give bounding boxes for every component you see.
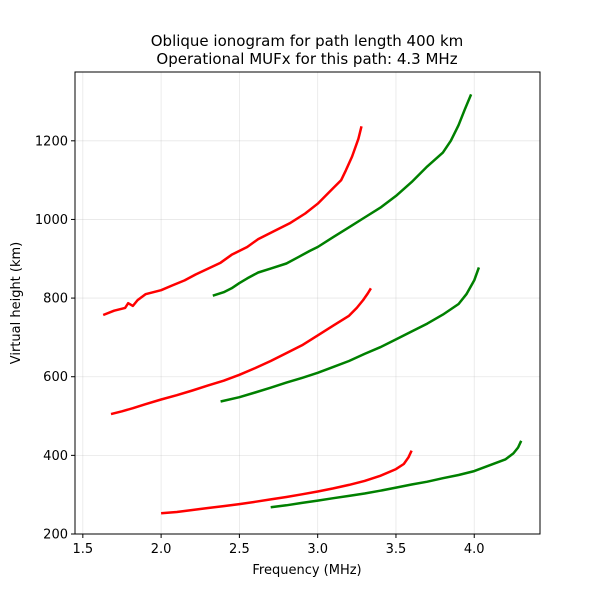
plot-frame	[74, 71, 541, 535]
series-line-6	[270, 440, 523, 509]
y-tick-label: 400	[43, 449, 68, 464]
y-tick-label: 600	[43, 370, 68, 385]
series-line-1	[102, 125, 363, 317]
x-tick-label: 2.0	[151, 542, 172, 557]
series-line-5	[161, 450, 413, 515]
y-axis-label: Virtual height (km)	[9, 242, 24, 365]
series-line-2	[212, 93, 473, 297]
x-tick-label: 3.0	[307, 542, 328, 557]
chart-title-line-2: Operational MUFx for this path: 4.3 MHz	[156, 50, 457, 68]
y-tick-label: 1000	[35, 213, 68, 228]
x-tick-label: 1.5	[72, 542, 93, 557]
x-tick-label: 3.5	[386, 542, 407, 557]
series-layer	[102, 93, 523, 515]
x-axis-label: Frequency (MHz)	[252, 563, 361, 578]
y-tick-label: 1200	[35, 134, 68, 149]
x-tick-label: 2.5	[229, 542, 250, 557]
x-axis-ticks: 1.5 2.0 2.5 3.0 3.5 4.0	[72, 534, 485, 557]
x-tick-label: 4.0	[464, 542, 485, 557]
chart-title-line-1: Oblique ionogram for path length 400 km	[151, 32, 464, 50]
grid	[75, 72, 540, 535]
y-tick-label: 200	[43, 528, 68, 543]
series-line-4	[220, 266, 481, 403]
y-tick-label: 800	[43, 292, 68, 307]
series-line-3	[110, 287, 372, 416]
y-axis-ticks: 200 400 600 800 1000 1200	[35, 134, 75, 543]
